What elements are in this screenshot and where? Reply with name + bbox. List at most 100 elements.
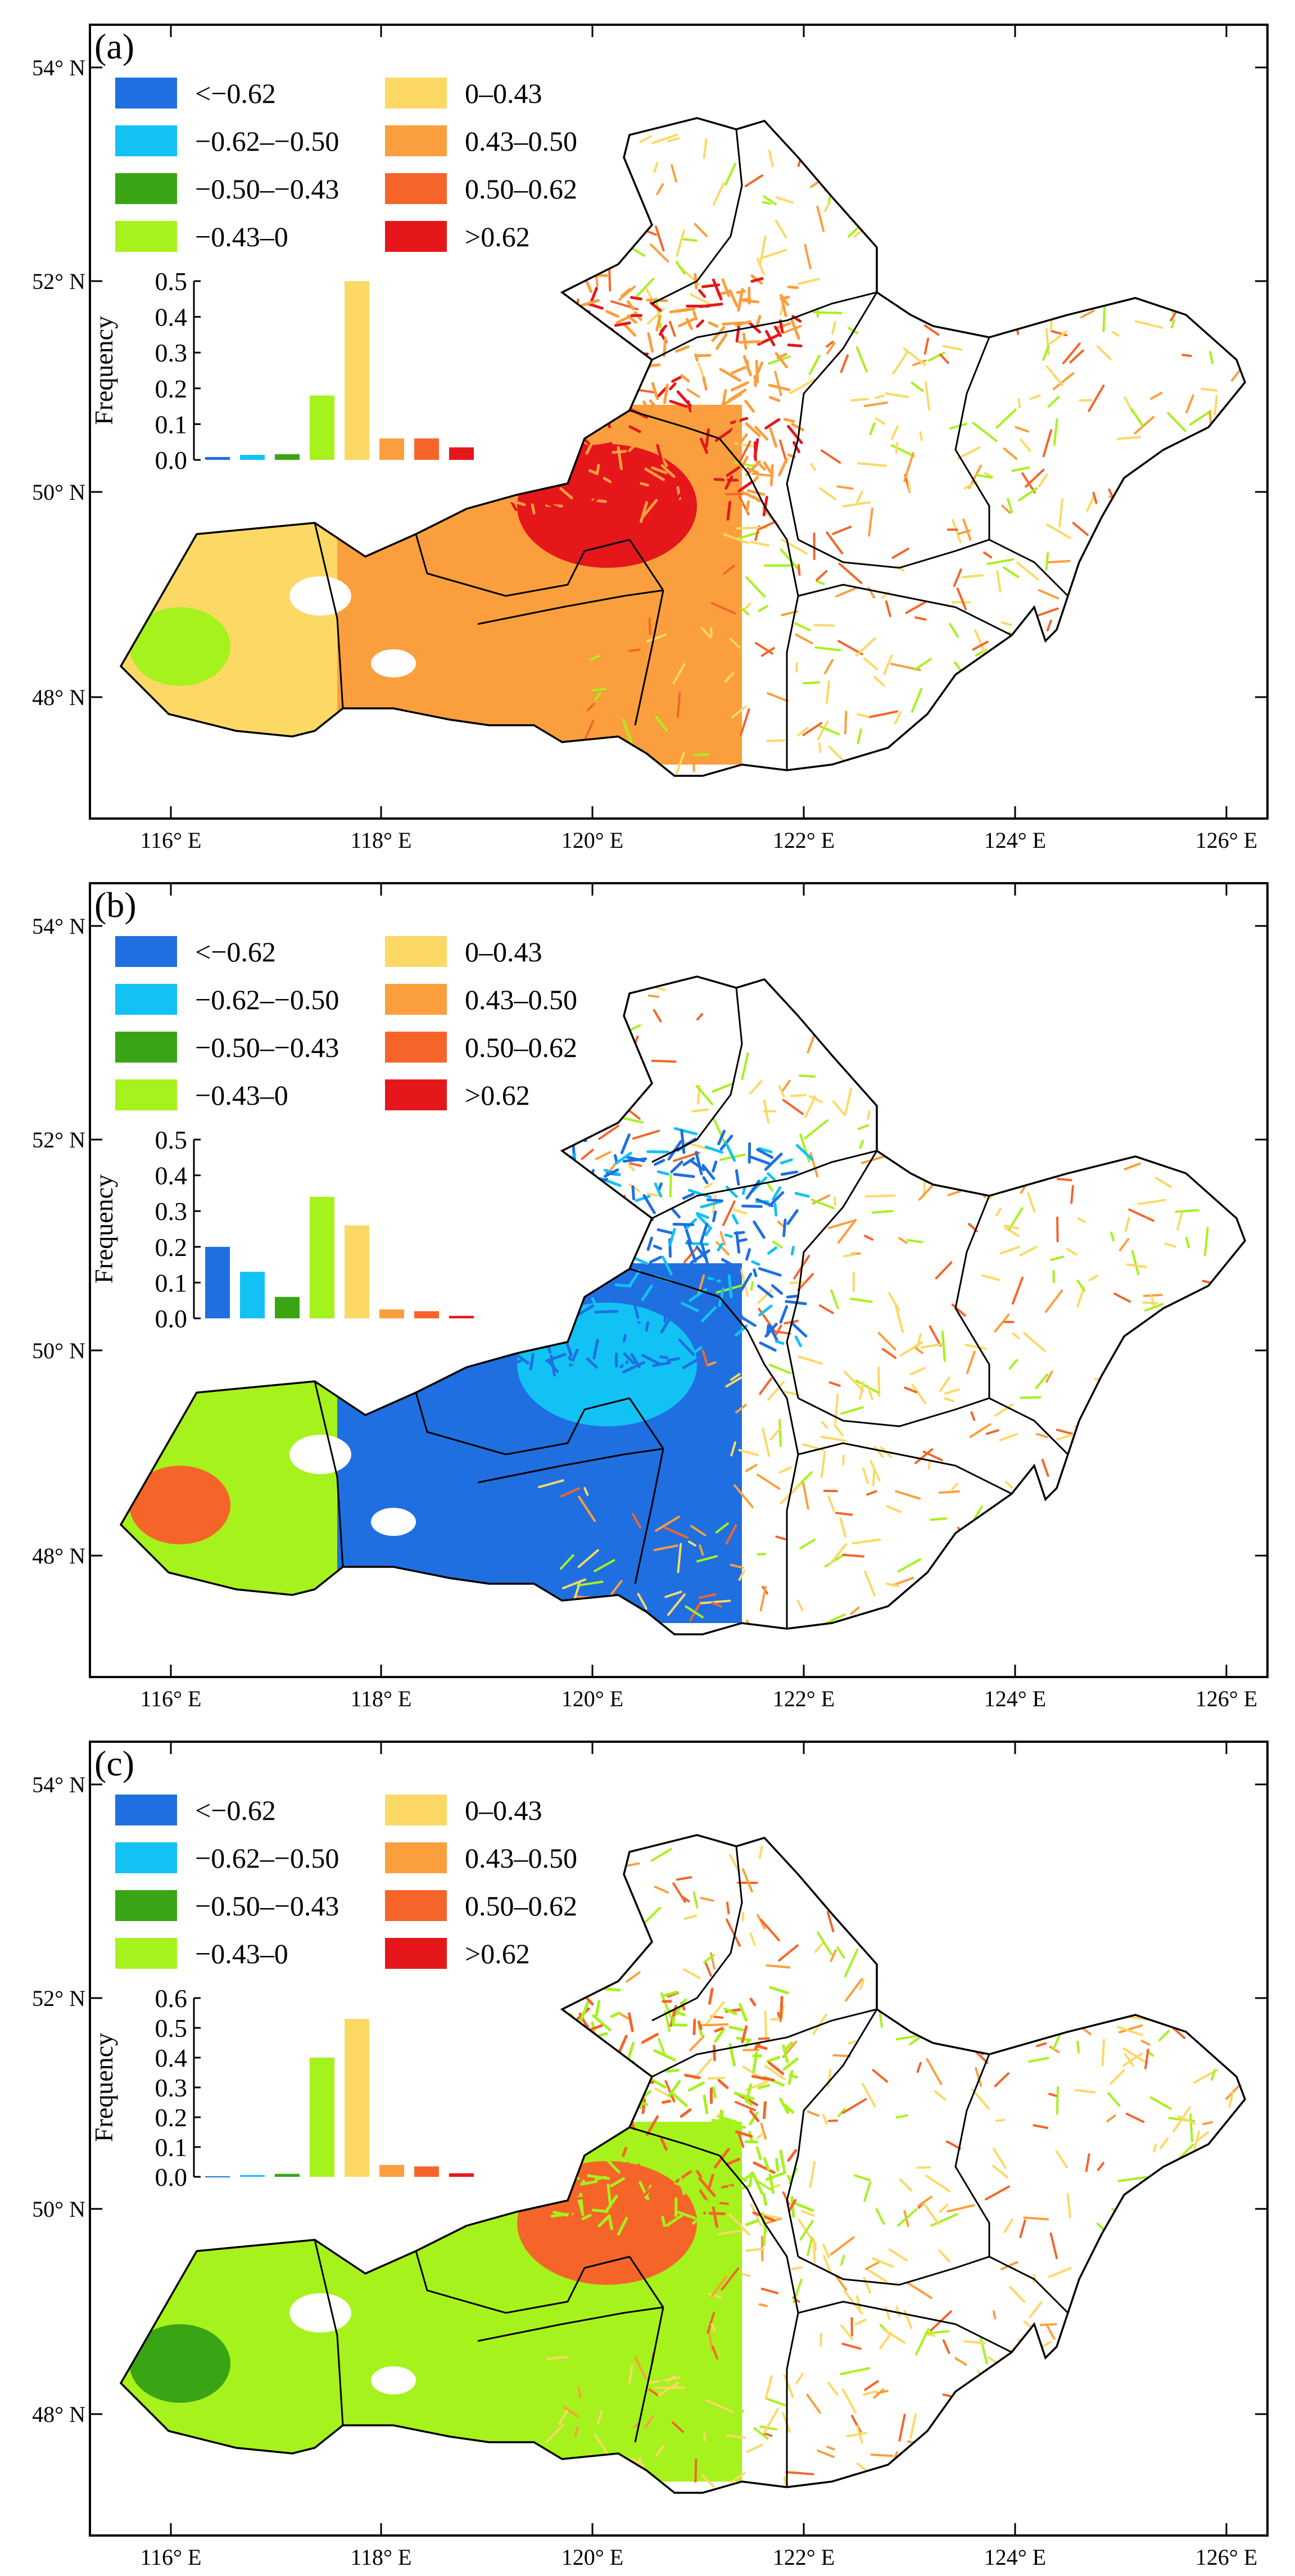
stream-segment	[605, 310, 619, 318]
stream-segment	[1176, 1212, 1183, 1231]
stream-segment	[797, 278, 820, 285]
basin-boundary	[415, 1392, 630, 1456]
legend-swatch	[385, 936, 447, 967]
stream-segment	[1167, 2241, 1175, 2254]
stream-segment	[1111, 1849, 1121, 1865]
stream-segment	[726, 500, 732, 521]
stream-segment	[694, 753, 710, 757]
stream-segment	[1161, 260, 1179, 274]
stream-segment	[1077, 566, 1084, 587]
stream-segment	[757, 361, 764, 373]
stream-segment	[1187, 235, 1199, 246]
stream-segment	[941, 1896, 950, 1916]
stream-segment	[934, 1580, 956, 1590]
stream-segment	[863, 401, 888, 408]
stream-segment	[1047, 687, 1063, 699]
stream-segment	[1017, 1848, 1034, 1859]
stream-segment	[885, 392, 909, 399]
stream-segment	[1192, 1060, 1195, 1073]
stream-segment	[931, 1017, 939, 1024]
stream-segment	[728, 388, 747, 402]
stream-segment	[1086, 496, 1095, 512]
stream-segment	[715, 1522, 729, 1534]
hist-bar	[345, 1225, 369, 1318]
map-panel-b: 54° N 52° N 50° N 48° N 116° E 118° E 120° E 12…	[0, 858, 1295, 1717]
stream-segment	[1058, 2490, 1072, 2493]
stream-segment	[962, 1554, 967, 1572]
stream-segment	[1101, 2039, 1106, 2067]
stream-segment	[504, 2036, 519, 2054]
stream-segment	[725, 466, 741, 477]
stream-segment	[664, 1590, 682, 1598]
stream-segment	[581, 1149, 594, 1160]
stream-segment	[899, 1341, 923, 1357]
stream-segment	[1219, 174, 1238, 189]
stream-segment	[778, 1084, 785, 1098]
stream-segment	[1052, 372, 1075, 390]
stream-segment	[956, 210, 981, 222]
stream-segment	[840, 2254, 845, 2266]
stream-segment	[1173, 1006, 1189, 1011]
stream-segment	[1228, 2091, 1234, 2108]
stream-segment	[829, 1543, 848, 1565]
stream-segment	[562, 1164, 579, 1175]
stream-segment	[1170, 2322, 1174, 2334]
stream-segment	[654, 1182, 663, 1197]
stream-segment	[741, 1911, 745, 1922]
stream-segment	[1164, 1242, 1176, 1248]
legend-label: <−0.62	[195, 936, 276, 968]
stream-segment	[753, 375, 757, 387]
stream-segment	[613, 2058, 623, 2081]
stream-segment	[1113, 513, 1134, 518]
stream-segment	[713, 2044, 716, 2062]
stream-segment	[655, 1515, 681, 1532]
stream-segment	[1143, 1515, 1147, 1534]
stream-segment	[587, 384, 604, 390]
stream-segment	[701, 591, 727, 607]
stream-segment	[708, 1987, 714, 2005]
stream-segment	[733, 2091, 755, 2100]
stream-segment	[664, 1526, 689, 1539]
stream-segment	[577, 1495, 596, 1522]
stream-segment	[560, 1487, 581, 1498]
stream-segment	[500, 1272, 509, 1280]
stream-segment	[741, 1868, 753, 1893]
stream-segment	[1240, 2053, 1245, 2071]
stream-segment	[672, 2421, 684, 2433]
stream-segment	[660, 2137, 668, 2151]
hist-y-tick-label: 0.1	[155, 410, 188, 439]
stream-segment	[1007, 665, 1024, 677]
stream-segment	[731, 1214, 739, 1225]
stream-segment	[540, 386, 560, 391]
stream-segment	[607, 1065, 621, 1077]
stream-segment	[764, 2375, 773, 2400]
stream-segment	[1117, 751, 1139, 765]
stream-segment	[782, 2057, 799, 2071]
stream-segment	[872, 173, 887, 185]
stream-segment	[570, 2197, 585, 2200]
stream-segment	[522, 2055, 536, 2069]
basin-boundary	[786, 2009, 878, 2257]
stream-segment	[653, 740, 663, 747]
stream-segment	[753, 1221, 766, 1239]
stream-segment	[720, 2141, 731, 2150]
stream-segment	[522, 468, 530, 483]
legend-swatch	[385, 125, 447, 156]
stream-segment	[867, 1110, 871, 1120]
stream-segment	[626, 1971, 641, 1983]
stream-segment	[754, 2042, 761, 2050]
stream-segment	[1120, 2336, 1129, 2345]
stream-segment	[921, 745, 936, 757]
stream-segment	[590, 1601, 597, 1619]
stream-segment	[564, 381, 586, 394]
basin-boundary	[628, 539, 664, 591]
stream-segment	[953, 568, 962, 587]
stream-segment	[1202, 627, 1212, 641]
stream-segment	[527, 482, 531, 493]
stream-segment	[791, 2266, 803, 2271]
stream-segment	[581, 227, 599, 254]
stream-segment	[1012, 1128, 1033, 1136]
lat-label: 48° N	[32, 685, 85, 710]
hist-bar	[240, 1272, 265, 1318]
stream-segment	[1211, 2401, 1226, 2429]
